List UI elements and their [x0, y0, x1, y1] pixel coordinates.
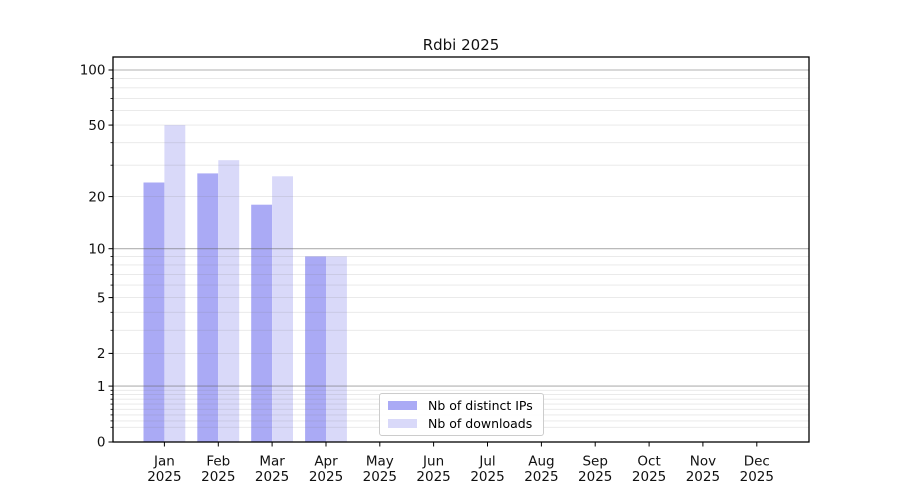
x-month-label: Mar — [259, 454, 285, 470]
y-tick-label: 20 — [88, 189, 105, 205]
bar-mar-downloads — [272, 176, 293, 443]
x-year-label: 2025 — [416, 469, 450, 485]
y-tick-label: 0 — [97, 435, 106, 451]
legend-label-downloads: Nb of downloads — [428, 415, 533, 431]
x-month-label: Jan — [153, 454, 175, 470]
y-tick-label: 2 — [97, 346, 106, 362]
y-tick-label: 10 — [88, 241, 105, 257]
x-year-label: 2025 — [255, 469, 289, 485]
x-month-label: Sep — [582, 454, 607, 470]
y-tick-label: 50 — [88, 118, 105, 134]
x-month-label: Aug — [528, 454, 554, 470]
x-month-label: May — [366, 454, 394, 470]
x-month-label: Nov — [690, 454, 716, 470]
x-year-label: 2025 — [686, 469, 720, 485]
legend-swatch-distinct-ips — [388, 401, 417, 411]
legend-label-distinct-ips: Nb of distinct IPs — [428, 398, 533, 414]
x-year-label: 2025 — [363, 469, 397, 485]
bar-jan-downloads — [164, 125, 186, 442]
legend-item-downloads: Nb of downloads — [386, 416, 537, 431]
bar-apr-downloads — [326, 256, 347, 442]
x-month-label: Feb — [206, 454, 230, 470]
x-year-label: 2025 — [578, 469, 612, 485]
bar-feb-downloads — [218, 160, 240, 442]
bar-feb-distinct-ips — [197, 173, 219, 442]
legend-item-distinct-ips: Nb of distinct IPs — [386, 398, 537, 413]
x-month-label: Oct — [637, 454, 660, 470]
x-year-label: 2025 — [632, 469, 666, 485]
axes-frame — [112, 56, 810, 443]
x-month-label: Dec — [744, 454, 770, 470]
y-tick-label: 5 — [97, 290, 106, 306]
y-tick-label: 100 — [80, 63, 106, 79]
x-year-label: 2025 — [147, 469, 181, 485]
x-month-label: Jun — [422, 454, 444, 470]
legend: Nb of distinct IPs Nb of downloads — [379, 393, 544, 436]
y-tick-label: 1 — [97, 379, 106, 395]
bar-mar-distinct-ips — [251, 204, 273, 442]
chart-title: Rdbi 2025 — [422, 36, 500, 54]
x-year-label: 2025 — [524, 469, 558, 485]
x-year-label: 2025 — [740, 469, 774, 485]
x-year-label: 2025 — [470, 469, 504, 485]
bar-jan-distinct-ips — [143, 182, 165, 442]
x-year-label: 2025 — [309, 469, 343, 485]
legend-swatch-downloads — [388, 418, 417, 428]
x-month-label: Jul — [478, 454, 495, 470]
x-year-label: 2025 — [201, 469, 235, 485]
bar-apr-distinct-ips — [305, 256, 326, 442]
x-month-label: Apr — [314, 454, 338, 470]
